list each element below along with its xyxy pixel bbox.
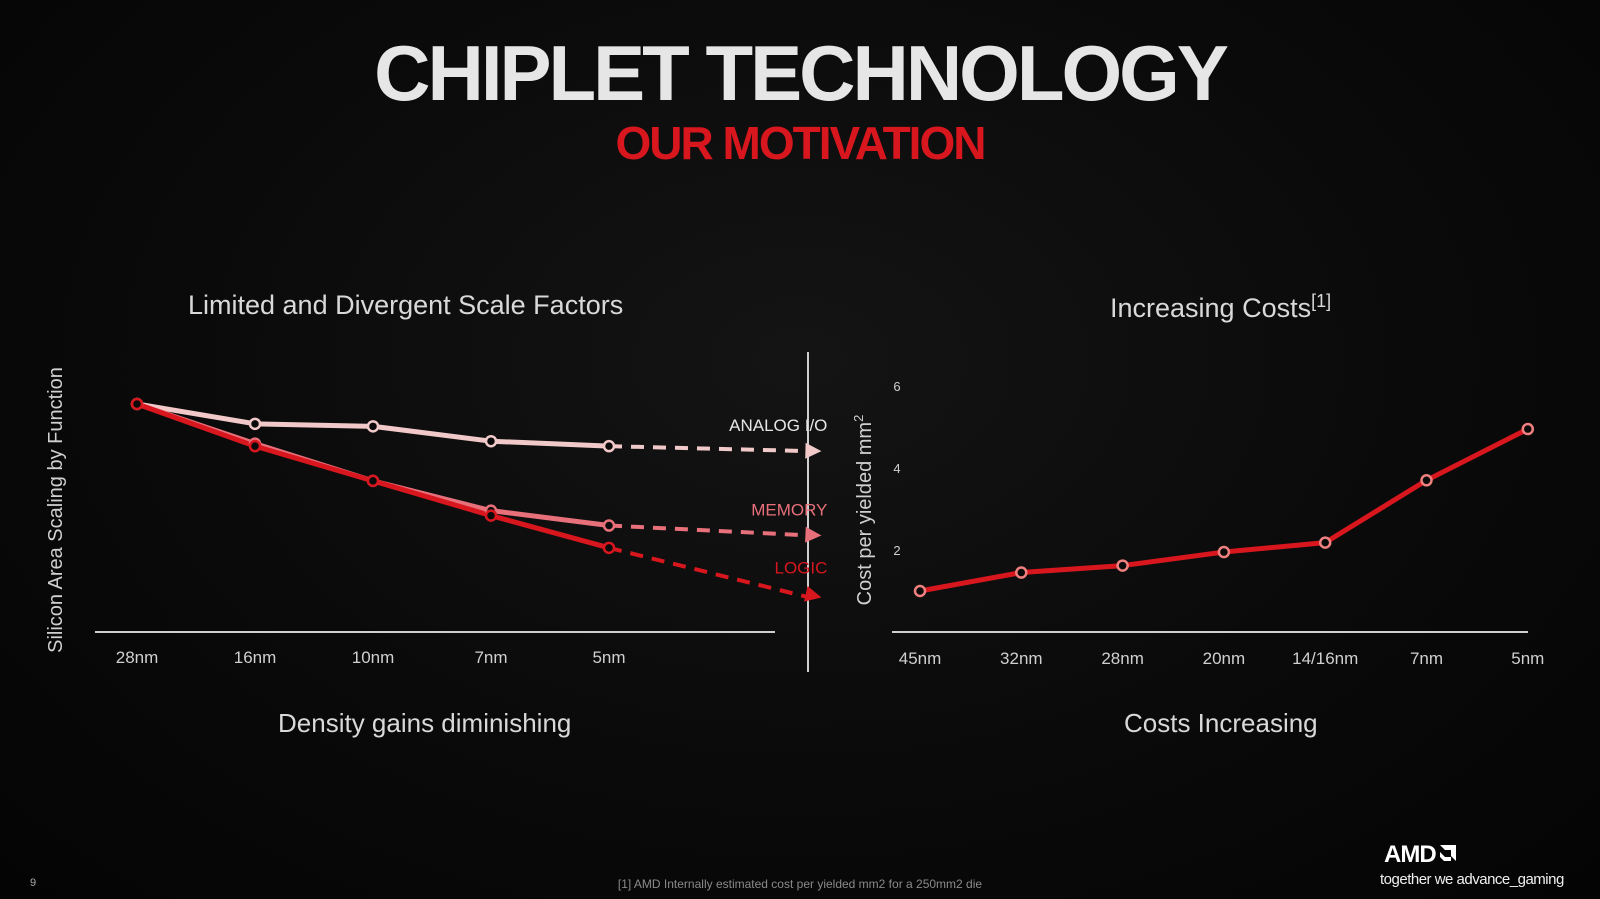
- left-series-arrowhead: [803, 586, 822, 602]
- amd-logo: AMD: [1384, 843, 1458, 867]
- right-y-axis-label: Cost per yielded mm2: [851, 415, 876, 606]
- slide-subtitle: OUR MOTIVATION: [615, 117, 987, 169]
- left-y-axis-label: Silicon Area Scaling by Function: [45, 367, 67, 653]
- left-data-point: [130, 397, 144, 411]
- right-data-point: [1318, 536, 1332, 549]
- right-data-point: [1116, 559, 1129, 572]
- right-y-tick-label: 2: [893, 543, 900, 558]
- left-data-point: [602, 519, 616, 532]
- right-x-tick-label: 20nm: [1203, 649, 1246, 668]
- left-data-point: [366, 474, 380, 488]
- left-series-projection: [608, 545, 810, 600]
- right-data-point: [913, 584, 927, 598]
- brand-tagline: together we advance_gaming: [1380, 871, 1564, 888]
- right-y-tick-label: 4: [893, 461, 900, 476]
- left-chart-caption: Density gains diminishing: [278, 708, 572, 738]
- amd-logo-text: AMD: [1384, 841, 1437, 868]
- left-data-point: [602, 541, 616, 555]
- left-x-tick-label: 28nm: [116, 648, 159, 667]
- right-x-tick-label: 28nm: [1101, 649, 1144, 668]
- left-chart-title: Limited and Divergent Scale Factors: [188, 290, 624, 320]
- right-x-tick-label: 45nm: [899, 649, 942, 668]
- right-y-axis-label-superscript: 2: [851, 415, 866, 422]
- left-chart: 28nm 16nm 10nm 7nm 5nm Silicon Area Scaling b…: [45, 367, 827, 667]
- left-series-label: ANALOG I/O: [729, 416, 827, 435]
- right-data-point: [1420, 474, 1433, 487]
- left-series-arrowhead: [805, 442, 822, 459]
- right-chart-title-footnote-mark: [1]: [1311, 291, 1332, 311]
- left-series-projection: [608, 523, 810, 538]
- right-data-point: [1521, 422, 1535, 436]
- left-series-arrowhead: [805, 526, 822, 543]
- left-x-tick-label: 7nm: [474, 648, 507, 667]
- left-x-tick-label: 5nm: [592, 648, 625, 667]
- page-number: 9: [30, 877, 37, 889]
- left-series-label: MEMORY: [751, 500, 827, 519]
- right-x-tick-label: 14/16nm: [1292, 649, 1358, 668]
- left-series-label: LOGIC: [774, 558, 827, 577]
- left-data-point: [484, 434, 498, 448]
- slide-title: CHIPLET TECHNOLOGY: [374, 29, 1229, 117]
- right-y-tick-label: 6: [893, 379, 900, 394]
- left-data-point: [366, 420, 380, 433]
- right-chart-caption: Costs Increasing: [1124, 708, 1318, 738]
- left-data-point: [484, 509, 498, 522]
- left-x-tick-label: 16nm: [234, 648, 277, 667]
- left-data-point: [248, 417, 262, 431]
- amd-arrow-icon: [1439, 845, 1456, 861]
- right-x-tick-label: 7nm: [1410, 649, 1443, 668]
- left-series-projection: [608, 444, 810, 454]
- right-data-point: [1015, 566, 1028, 579]
- right-chart-title: Increasing Costs[1]: [1110, 292, 1331, 322]
- right-x-tick-label: 5nm: [1511, 649, 1544, 668]
- right-chart: 45nm 32nm 28nm 20nm 14/16nm 7nm 5nm 2 4 6 Cost per…: [851, 379, 1544, 668]
- right-series-line-cost: [917, 426, 1531, 594]
- right-x-tick-label: 32nm: [1000, 649, 1043, 668]
- right-chart-title-text: Increasing Costs: [1110, 293, 1312, 323]
- left-data-point: [602, 439, 616, 453]
- left-x-tick-label: 10nm: [352, 648, 395, 667]
- left-data-point: [248, 439, 262, 453]
- footnote: [1] AMD Internally estimated cost per yi…: [617, 877, 983, 891]
- right-data-point: [1217, 545, 1231, 559]
